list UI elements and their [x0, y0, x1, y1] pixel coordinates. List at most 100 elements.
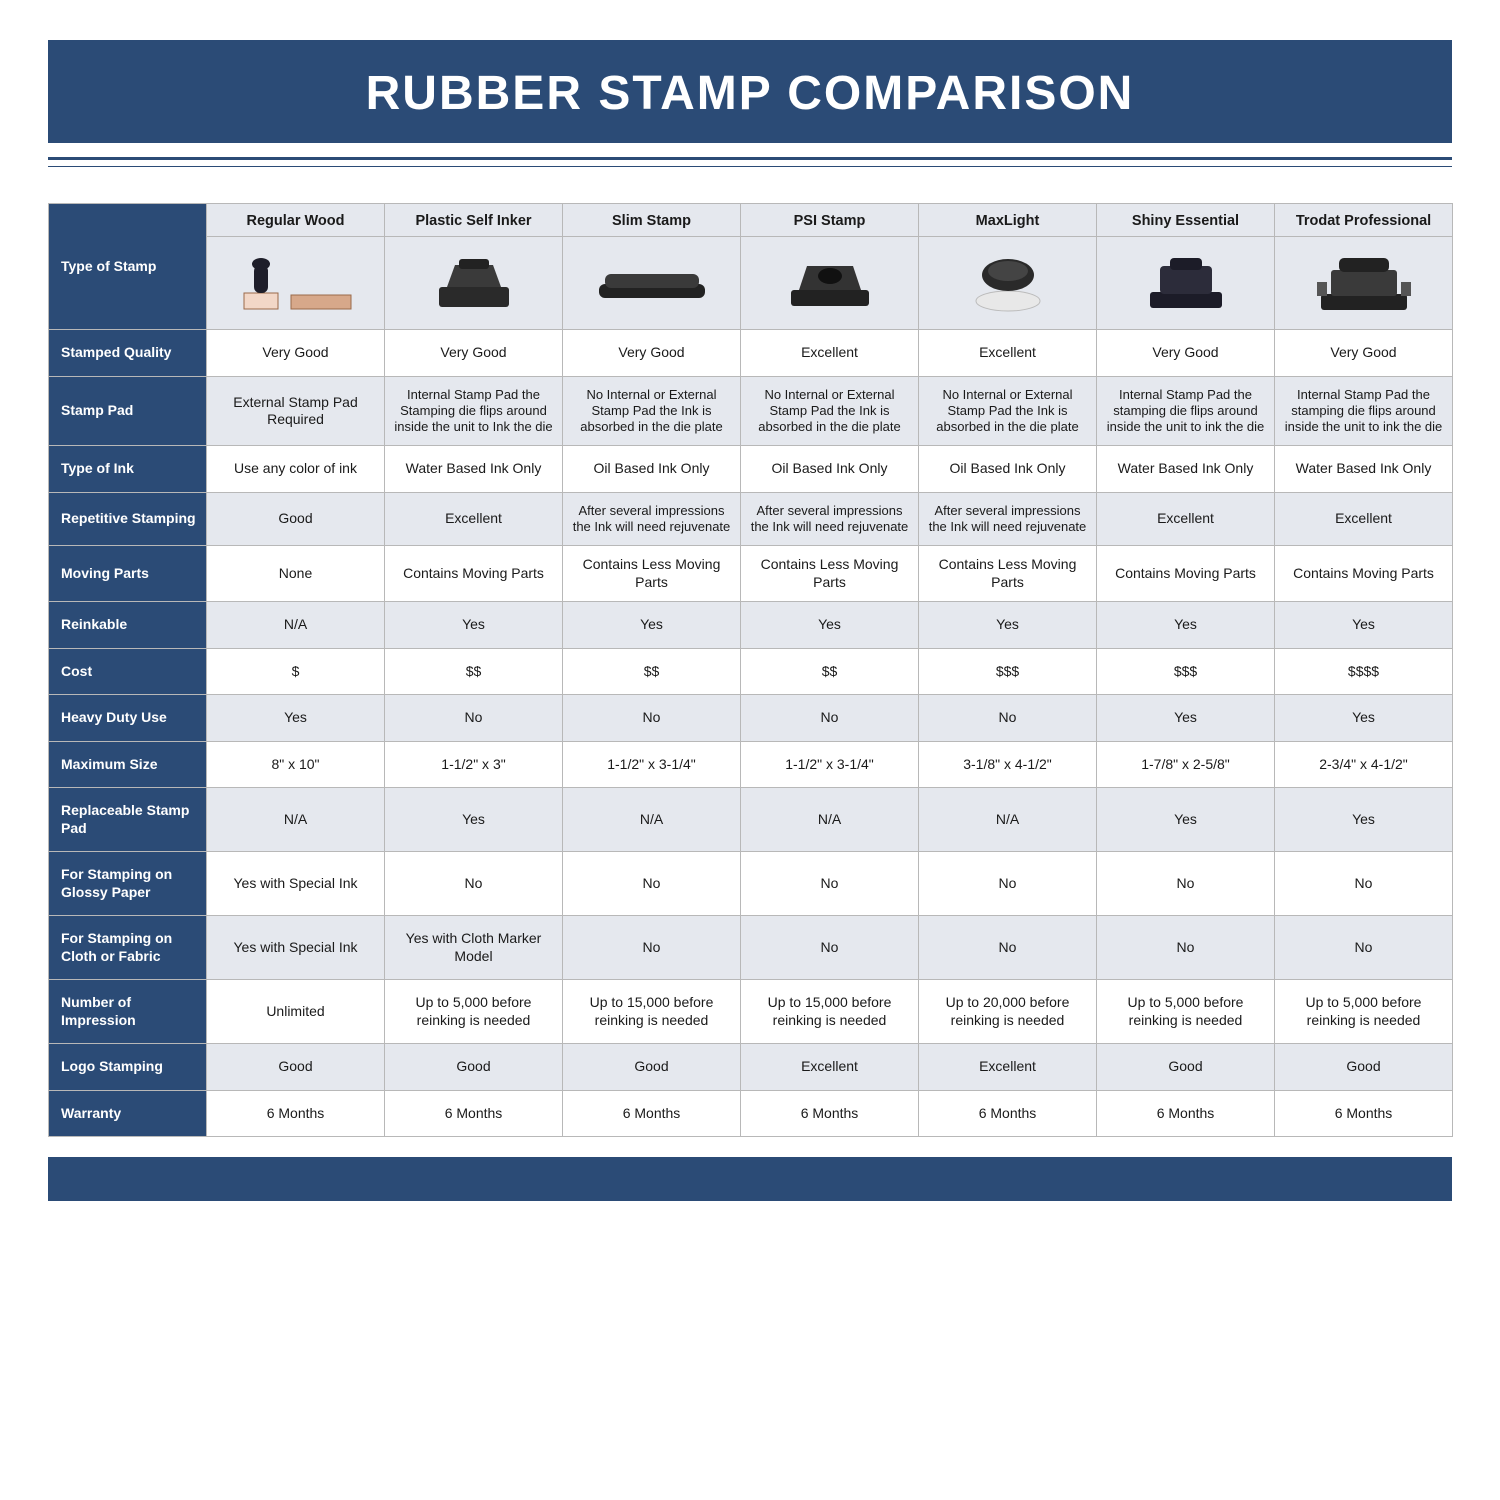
cell-replaceable_stamp_pad-regular_wood: N/A [207, 788, 385, 852]
cell-stamped_quality-regular_wood: Very Good [207, 330, 385, 377]
comparison-table: Type of Stamp Regular Wood Plastic Self … [48, 203, 1453, 1137]
cell-replaceable_stamp_pad-trodat_professional: Yes [1275, 788, 1453, 852]
table-row: Moving PartsNoneContains Moving PartsCon… [49, 546, 1453, 602]
cell-num_impression-plastic_self_inker: Up to 5,000 before reinking is needed [385, 980, 563, 1044]
stamp-image-shiny-essential [1097, 237, 1275, 330]
cell-replaceable_stamp_pad-plastic_self_inker: Yes [385, 788, 563, 852]
stamp-image-plastic-self-inker [385, 237, 563, 330]
cell-type_of_ink-shiny_essential: Water Based Ink Only [1097, 446, 1275, 493]
cell-stamped_quality-maxlight: Excellent [919, 330, 1097, 377]
table-row: Warranty6 Months6 Months6 Months6 Months… [49, 1090, 1453, 1137]
table-row: Stamped QualityVery GoodVery GoodVery Go… [49, 330, 1453, 377]
title-double-rule [48, 157, 1452, 167]
cell-num_impression-slim_stamp: Up to 15,000 before reinking is needed [563, 980, 741, 1044]
cell-reinkable-regular_wood: N/A [207, 602, 385, 649]
cell-warranty-shiny_essential: 6 Months [1097, 1090, 1275, 1137]
cell-stamped_quality-psi_stamp: Excellent [741, 330, 919, 377]
cell-cloth_fabric-plastic_self_inker: Yes with Cloth Marker Model [385, 916, 563, 980]
row-header-moving_parts: Moving Parts [49, 546, 207, 602]
cell-cloth_fabric-maxlight: No [919, 916, 1097, 980]
corner-cell: Type of Stamp [49, 204, 207, 330]
cell-moving_parts-trodat_professional: Contains Moving Parts [1275, 546, 1453, 602]
cell-heavy_duty_use-slim_stamp: No [563, 695, 741, 742]
cell-cost-regular_wood: $ [207, 648, 385, 695]
table-row: Heavy Duty UseYesNoNoNoNoYesYes [49, 695, 1453, 742]
table-row: ReinkableN/AYesYesYesYesYesYes [49, 602, 1453, 649]
cell-replaceable_stamp_pad-shiny_essential: Yes [1097, 788, 1275, 852]
cell-stamp_pad-trodat_professional: Internal Stamp Pad the stamping die flip… [1275, 376, 1453, 446]
cell-type_of_ink-psi_stamp: Oil Based Ink Only [741, 446, 919, 493]
cell-logo_stamping-regular_wood: Good [207, 1044, 385, 1091]
cell-repetitive_stamping-trodat_professional: Excellent [1275, 492, 1453, 546]
cell-repetitive_stamping-psi_stamp: After several impressions the Ink will n… [741, 492, 919, 546]
cell-maximum_size-trodat_professional: 2-3/4" x 4-1/2" [1275, 741, 1453, 788]
cell-logo_stamping-plastic_self_inker: Good [385, 1044, 563, 1091]
col-header-plastic-self-inker: Plastic Self Inker [385, 204, 563, 237]
cell-maximum_size-plastic_self_inker: 1-1/2" x 3" [385, 741, 563, 788]
cell-reinkable-shiny_essential: Yes [1097, 602, 1275, 649]
cell-repetitive_stamping-shiny_essential: Excellent [1097, 492, 1275, 546]
table-row: Type of InkUse any color of inkWater Bas… [49, 446, 1453, 493]
wood-stamp-icon [236, 253, 356, 313]
row-header-logo_stamping: Logo Stamping [49, 1044, 207, 1091]
psi-stamp-icon [775, 254, 885, 312]
col-header-trodat-professional: Trodat Professional [1275, 204, 1453, 237]
cell-maximum_size-regular_wood: 8" x 10" [207, 741, 385, 788]
cell-replaceable_stamp_pad-psi_stamp: N/A [741, 788, 919, 852]
cell-num_impression-trodat_professional: Up to 5,000 before reinking is needed [1275, 980, 1453, 1044]
cell-repetitive_stamping-plastic_self_inker: Excellent [385, 492, 563, 546]
cell-warranty-regular_wood: 6 Months [207, 1090, 385, 1137]
stamp-image-regular-wood [207, 237, 385, 330]
cell-glossy_paper-shiny_essential: No [1097, 852, 1275, 916]
cell-stamp_pad-maxlight: No Internal or External Stamp Pad the In… [919, 376, 1097, 446]
cell-warranty-trodat_professional: 6 Months [1275, 1090, 1453, 1137]
col-header-slim-stamp: Slim Stamp [563, 204, 741, 237]
table-row: Logo StampingGoodGoodGoodExcellentExcell… [49, 1044, 1453, 1091]
cell-maximum_size-psi_stamp: 1-1/2" x 3-1/4" [741, 741, 919, 788]
cell-glossy_paper-plastic_self_inker: No [385, 852, 563, 916]
page: RUBBER STAMP COMPARISON Type of Stamp Re… [0, 40, 1500, 1201]
cell-cost-plastic_self_inker: $$ [385, 648, 563, 695]
cell-repetitive_stamping-regular_wood: Good [207, 492, 385, 546]
cell-cost-psi_stamp: $$ [741, 648, 919, 695]
cell-heavy_duty_use-maxlight: No [919, 695, 1097, 742]
table-row: Stamp PadExternal Stamp Pad RequiredInte… [49, 376, 1453, 446]
cell-moving_parts-psi_stamp: Contains Less Moving Parts [741, 546, 919, 602]
cell-reinkable-maxlight: Yes [919, 602, 1097, 649]
cell-heavy_duty_use-regular_wood: Yes [207, 695, 385, 742]
cell-cloth_fabric-psi_stamp: No [741, 916, 919, 980]
cell-moving_parts-slim_stamp: Contains Less Moving Parts [563, 546, 741, 602]
cell-logo_stamping-psi_stamp: Excellent [741, 1044, 919, 1091]
col-header-psi-stamp: PSI Stamp [741, 204, 919, 237]
stamp-image-slim-stamp [563, 237, 741, 330]
trodat-professional-icon [1309, 252, 1419, 314]
cell-reinkable-slim_stamp: Yes [563, 602, 741, 649]
row-header-reinkable: Reinkable [49, 602, 207, 649]
cell-reinkable-plastic_self_inker: Yes [385, 602, 563, 649]
cell-logo_stamping-shiny_essential: Good [1097, 1044, 1275, 1091]
cell-warranty-slim_stamp: 6 Months [563, 1090, 741, 1137]
col-header-shiny-essential: Shiny Essential [1097, 204, 1275, 237]
cell-logo_stamping-slim_stamp: Good [563, 1044, 741, 1091]
cell-stamp_pad-psi_stamp: No Internal or External Stamp Pad the In… [741, 376, 919, 446]
row-header-glossy_paper: For Stamping on Glossy Paper [49, 852, 207, 916]
cell-cloth_fabric-slim_stamp: No [563, 916, 741, 980]
row-header-num_impression: Number of Impression [49, 980, 207, 1044]
cell-stamped_quality-slim_stamp: Very Good [563, 330, 741, 377]
cell-type_of_ink-plastic_self_inker: Water Based Ink Only [385, 446, 563, 493]
table-row: Maximum Size8" x 10"1-1/2" x 3"1-1/2" x … [49, 741, 1453, 788]
title-band: RUBBER STAMP COMPARISON [48, 40, 1452, 143]
cell-type_of_ink-slim_stamp: Oil Based Ink Only [563, 446, 741, 493]
cell-type_of_ink-maxlight: Oil Based Ink Only [919, 446, 1097, 493]
row-header-stamped_quality: Stamped Quality [49, 330, 207, 377]
column-header-row: Type of Stamp Regular Wood Plastic Self … [49, 204, 1453, 237]
comparison-table-wrap: Type of Stamp Regular Wood Plastic Self … [48, 203, 1452, 1137]
cell-heavy_duty_use-plastic_self_inker: No [385, 695, 563, 742]
cell-stamp_pad-plastic_self_inker: Internal Stamp Pad the Stamping die flip… [385, 376, 563, 446]
cell-warranty-maxlight: 6 Months [919, 1090, 1097, 1137]
column-image-row [49, 237, 1453, 330]
cell-moving_parts-maxlight: Contains Less Moving Parts [919, 546, 1097, 602]
cell-stamped_quality-plastic_self_inker: Very Good [385, 330, 563, 377]
cell-moving_parts-plastic_self_inker: Contains Moving Parts [385, 546, 563, 602]
cell-cloth_fabric-shiny_essential: No [1097, 916, 1275, 980]
